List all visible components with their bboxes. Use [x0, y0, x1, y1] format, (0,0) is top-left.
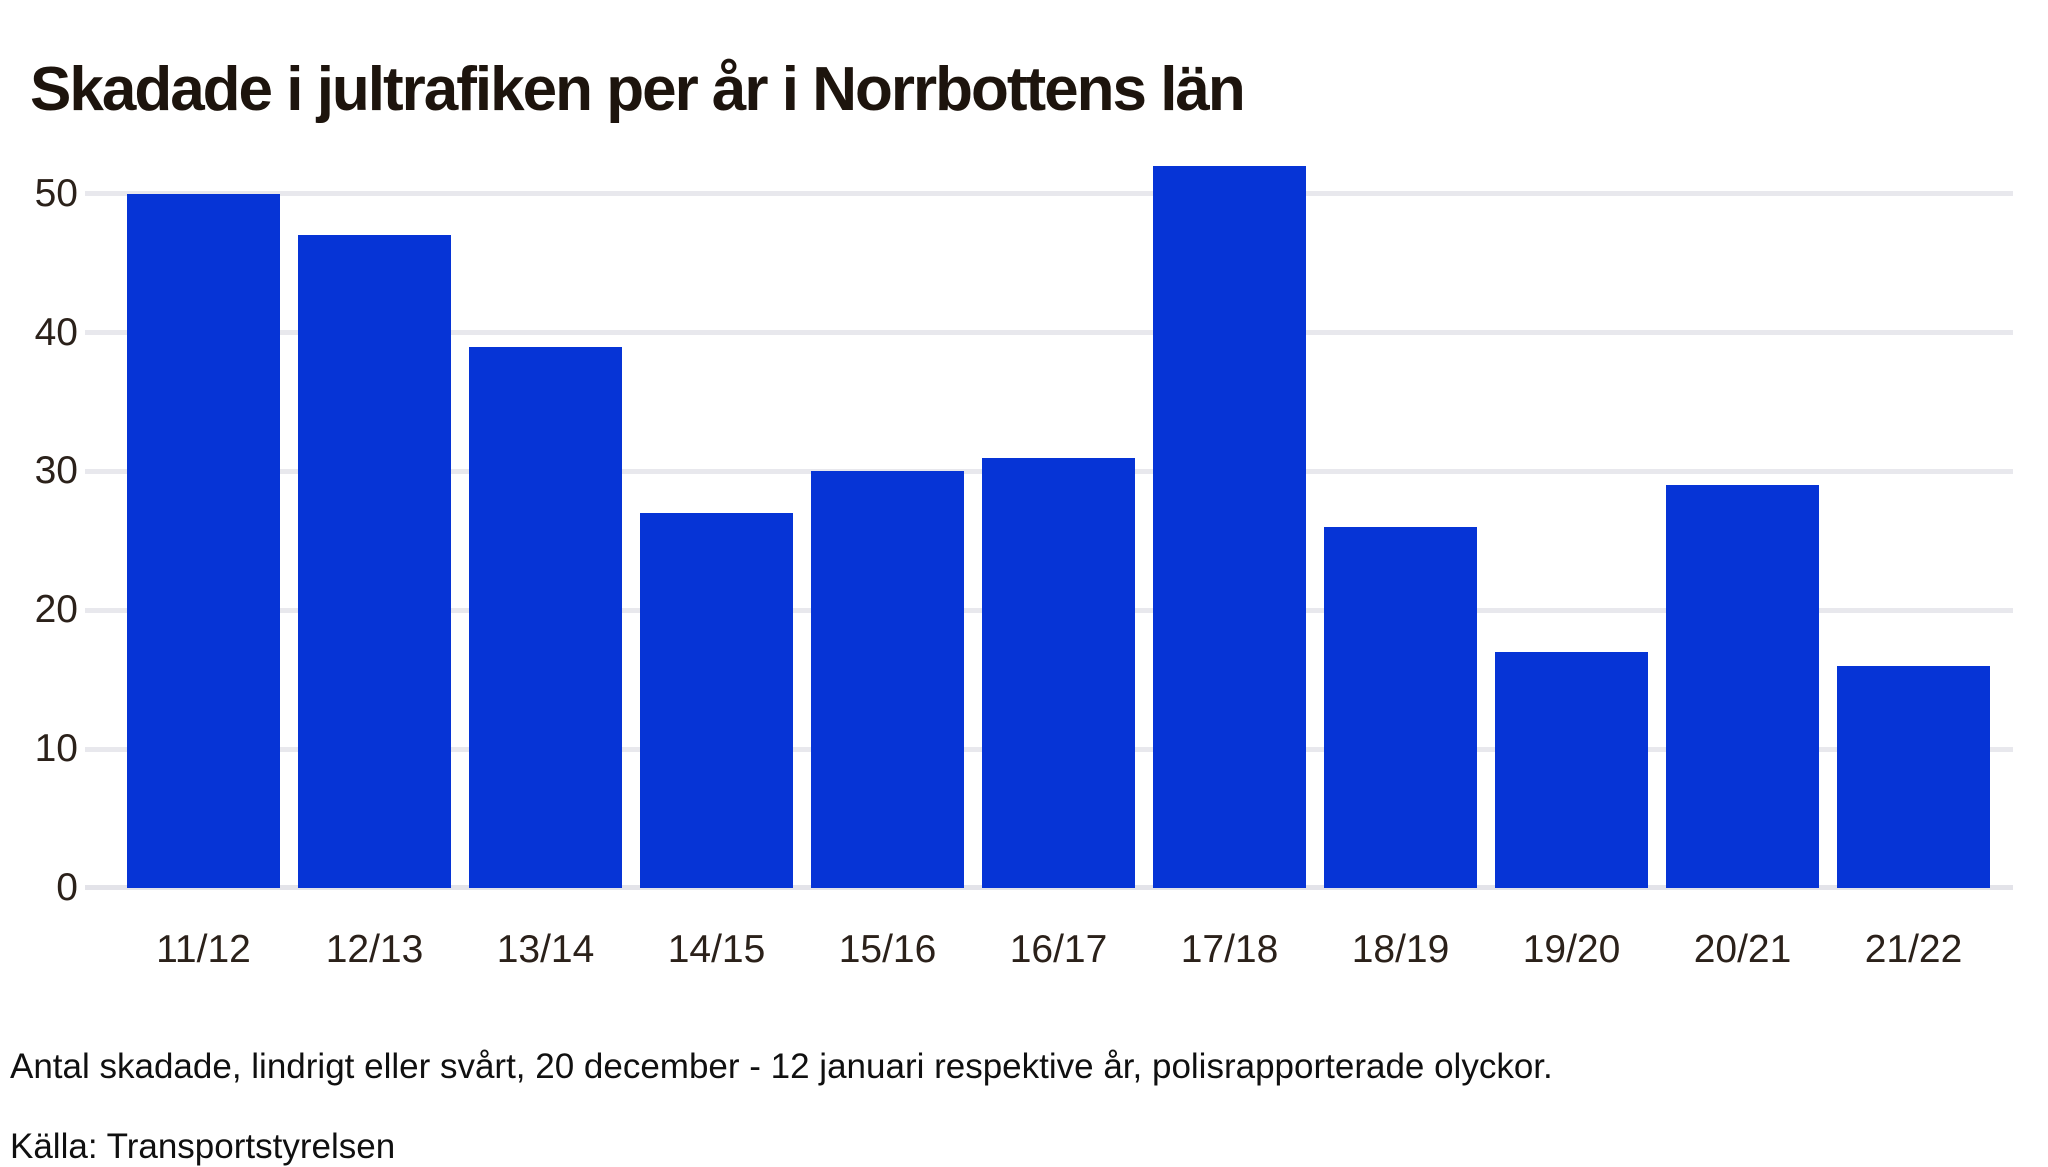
y-tick-label-50: 50 — [34, 171, 78, 215]
x-tick-label-12/13: 12/13 — [325, 928, 424, 971]
x-tick-label-15/16: 15/16 — [838, 928, 937, 971]
bar-14/15 — [640, 513, 793, 888]
bar-12/13 — [298, 235, 451, 888]
bar-11/12 — [127, 193, 280, 888]
x-tick-label-21/22: 21/22 — [1864, 928, 1963, 971]
bar-15/16 — [811, 471, 964, 888]
chart-caption: Antal skadade, lindrigt eller svårt, 20 … — [10, 1047, 1553, 1086]
gridline-50 — [85, 191, 2013, 197]
bar-18/19 — [1324, 527, 1477, 888]
gridline-40 — [85, 330, 2013, 336]
y-tick-label-0: 0 — [56, 866, 78, 909]
bar-19/20 — [1495, 651, 1648, 888]
bar-13/14 — [469, 346, 622, 888]
bar-17/18 — [1153, 166, 1306, 888]
plot-area — [85, 166, 2013, 890]
y-tick-label-30: 30 — [34, 449, 78, 493]
x-tick-label-19/20: 19/20 — [1522, 928, 1621, 971]
x-tick-label-14/15: 14/15 — [667, 928, 766, 971]
y-tick-label-20: 20 — [34, 588, 78, 632]
x-tick-label-18/19: 18/19 — [1351, 928, 1450, 971]
x-tick-label-20/21: 20/21 — [1693, 928, 1792, 971]
bars-container — [127, 166, 1990, 888]
bar-21/22 — [1837, 665, 1990, 888]
chart-source: Källa: Transportstyrelsen — [10, 1127, 396, 1166]
x-tick-label-16/17: 16/17 — [1009, 928, 1108, 971]
bar-16/17 — [982, 457, 1135, 888]
y-tick-label-10: 10 — [34, 727, 78, 771]
chart-title: Skadade i jultrafiken per år i Norrbotte… — [30, 54, 1246, 124]
bar-20/21 — [1666, 485, 1819, 888]
x-tick-label-17/18: 17/18 — [1180, 928, 1279, 971]
x-axis-labels: 11/12 12/13 13/14 14/15 15/16 16/17 17/18 18/19… — [127, 928, 1990, 972]
y-tick-label-40: 40 — [34, 310, 78, 354]
x-tick-label-13/14: 13/14 — [496, 928, 595, 971]
x-tick-label-11/12: 11/12 — [156, 928, 251, 971]
